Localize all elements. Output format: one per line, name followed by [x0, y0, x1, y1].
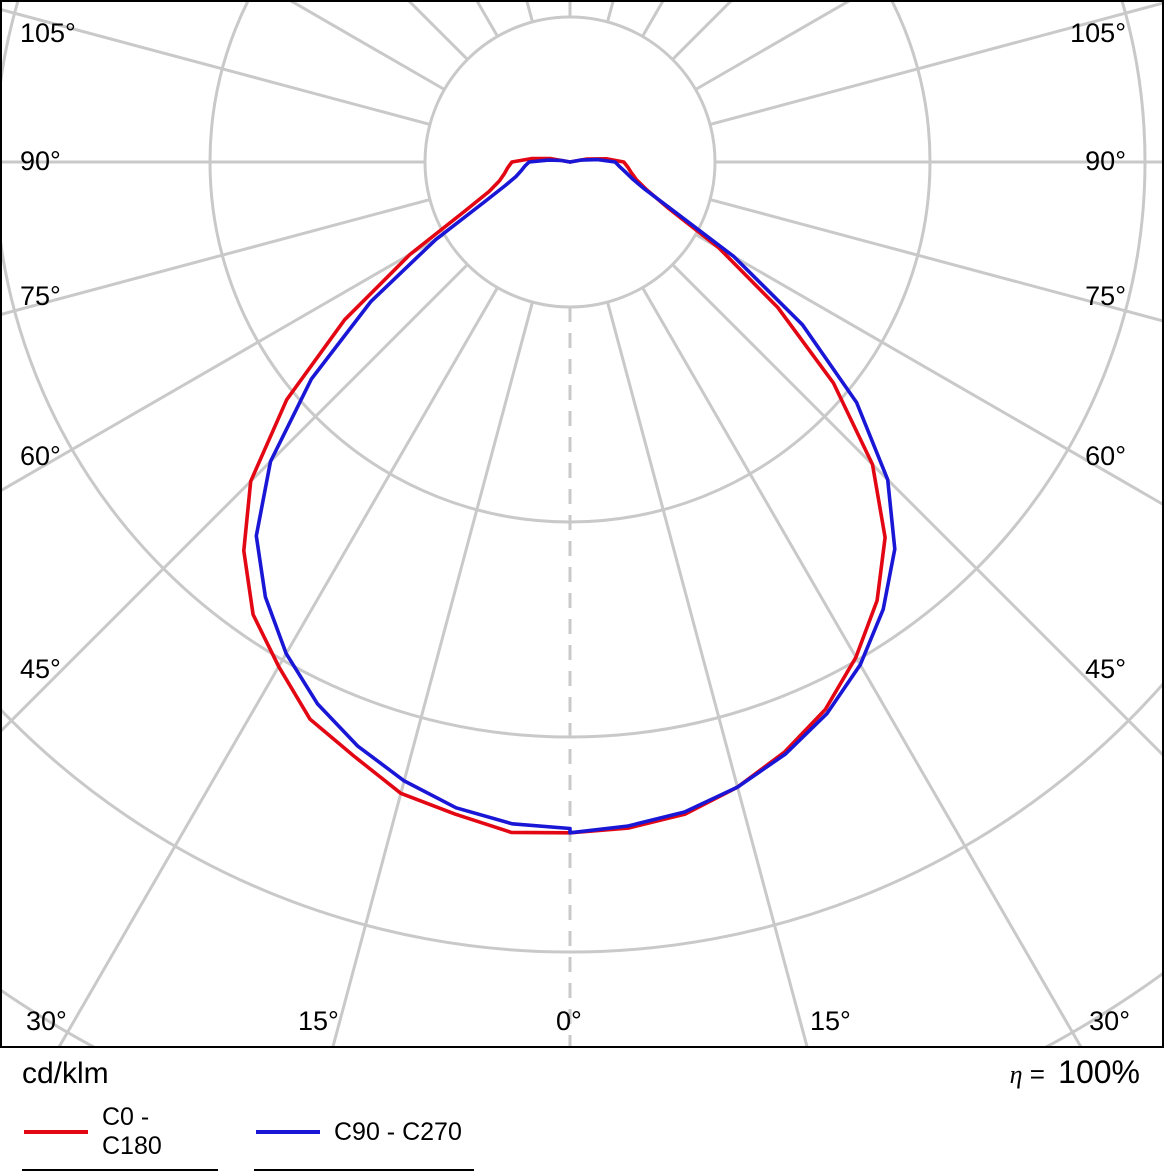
- ray-gridline: [696, 235, 1164, 963]
- ring-gridline: [0, 0, 1164, 952]
- angle-tick-label: 75°: [20, 281, 61, 311]
- legend-item-c0-c180: C0 - C180: [22, 1101, 218, 1171]
- angle-tick-label: 75°: [1085, 281, 1126, 311]
- legend-swatch-c90-c270: [256, 1130, 320, 1134]
- legend-item-c90-c270: C90 - C270: [254, 1101, 474, 1171]
- angle-tick-label: 105°: [1070, 18, 1126, 48]
- ray-gridline: [0, 235, 444, 963]
- angle-tick-label: 90°: [1085, 146, 1126, 176]
- chart-footer: cd/klm η = 100% C0 - C180 C90 - C270: [0, 1048, 1164, 1140]
- ray-gridline: [608, 302, 985, 1048]
- eta-equals: =: [1023, 1059, 1053, 1089]
- eta-label: η = 100%: [1010, 1054, 1140, 1091]
- angle-tick-label: 0°: [556, 1006, 582, 1036]
- angle-tick-label: 45°: [20, 654, 61, 684]
- footer-row: cd/klm η = 100%: [22, 1054, 1140, 1091]
- eta-value: 100%: [1058, 1054, 1140, 1090]
- angle-tick-label: 15°: [810, 1006, 851, 1036]
- eta-symbol: η: [1010, 1060, 1023, 1089]
- polar-plot-area: 105° 105° 90° 90° 75° 75° 60° 60° 45° 45° 30° 30° 15…: [0, 0, 1164, 1048]
- angle-tick-label: 30°: [26, 1006, 67, 1036]
- ray-gridline: [0, 200, 430, 577]
- ray-gridline: [0, 265, 467, 1048]
- legend: C0 - C180 C90 - C270: [22, 1101, 1140, 1171]
- curve-c90-c270: [256, 160, 895, 833]
- curve-c0-c180: [244, 159, 885, 833]
- legend-label-c90-c270: C90 - C270: [334, 1118, 462, 1147]
- angle-tick-label: 30°: [1089, 1006, 1130, 1036]
- ray-gridline: [156, 302, 533, 1048]
- legend-swatch-c0-c180: [24, 1130, 88, 1134]
- angle-tick-label: 60°: [1085, 441, 1126, 471]
- angle-tick-label: 45°: [1085, 654, 1126, 684]
- angle-tick-label: 15°: [298, 1006, 339, 1036]
- angle-tick-label: 60°: [20, 441, 61, 471]
- units-label: cd/klm: [22, 1059, 109, 1089]
- polar-chart: 105° 105° 90° 90° 75° 75° 60° 60° 45° 45° 30° 30° 15…: [0, 0, 1164, 1048]
- legend-label-c0-c180: C0 - C180: [102, 1103, 214, 1161]
- angle-tick-label: 105°: [20, 18, 76, 48]
- angle-tick-label: 90°: [20, 146, 61, 176]
- ray-gridline: [156, 0, 533, 22]
- ray-gridline: [0, 288, 498, 1048]
- ring-gridline: [0, 0, 1145, 737]
- ray-gridline: [608, 0, 985, 22]
